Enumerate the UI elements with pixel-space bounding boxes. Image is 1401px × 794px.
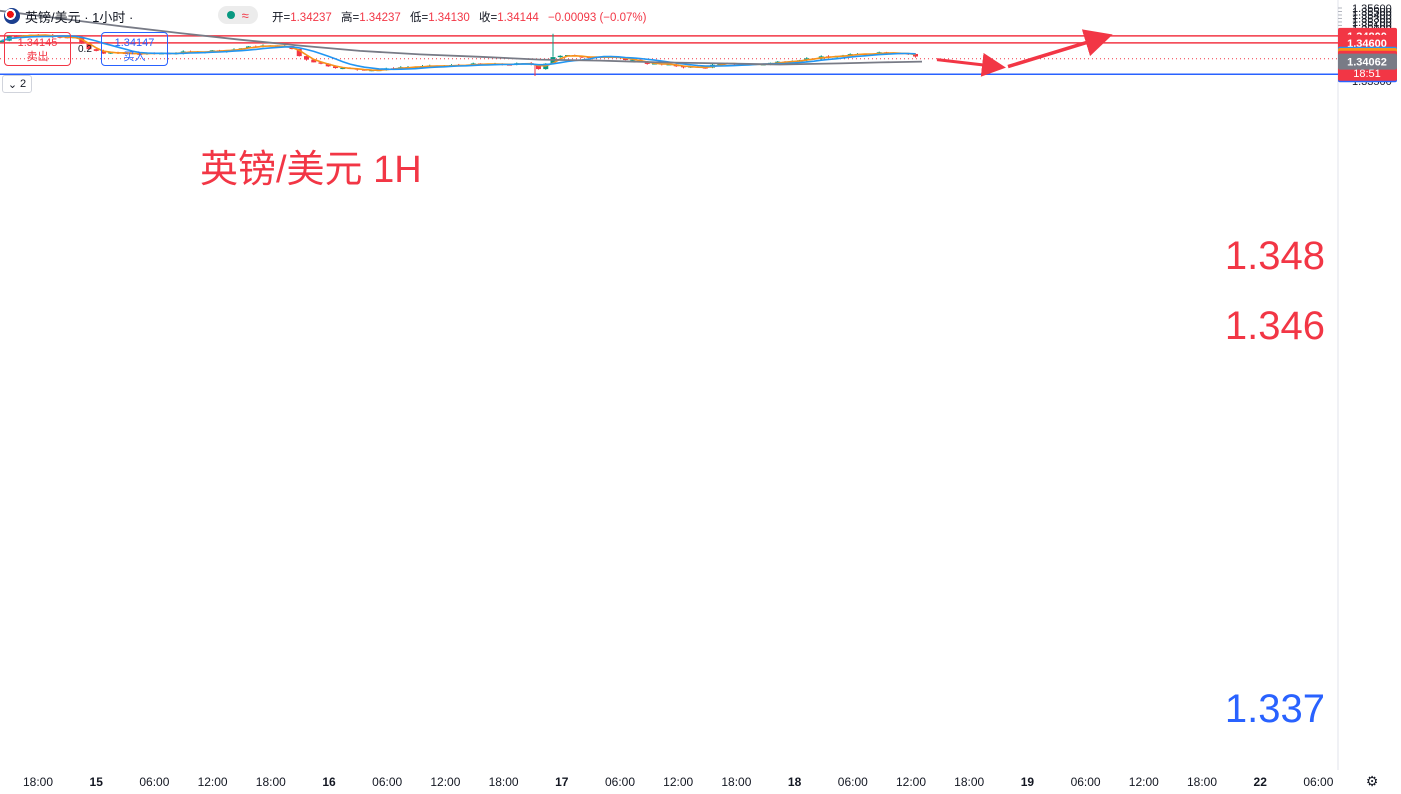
low-label: 低= bbox=[410, 12, 429, 24]
sell-label: 卖出 bbox=[26, 51, 49, 63]
forecast-arrow-up bbox=[1007, 29, 1113, 69]
x-tick-label: 18:00 bbox=[23, 775, 53, 789]
x-tick-label: 06:00 bbox=[605, 775, 635, 789]
annotation-title: 英镑/美元 1H bbox=[200, 149, 422, 191]
x-tick-label: 22 bbox=[1254, 775, 1268, 789]
x-tick-label: 18:00 bbox=[954, 775, 984, 789]
x-tick-label: 18:00 bbox=[721, 775, 751, 789]
sell-button[interactable]: 1.34145 卖出 bbox=[4, 32, 71, 66]
x-tick-label: 18:00 bbox=[1187, 775, 1217, 789]
candle-body bbox=[652, 63, 657, 65]
change-value: −0.00093 (−0.07%) bbox=[548, 12, 647, 24]
symbol-title[interactable]: 英镑/美元 · 1小时 · bbox=[25, 9, 134, 25]
price-tag bbox=[1338, 53, 1397, 70]
x-tick-label: 17 bbox=[555, 775, 569, 789]
annotation-level-1337: 1.337 bbox=[1224, 687, 1325, 731]
ohlc-readout: 开=1.34237 高=1.34237 低=1.34130 收=1.34144 … bbox=[272, 9, 652, 25]
x-tick-label: 06:00 bbox=[139, 775, 169, 789]
x-tick-label: 15 bbox=[90, 775, 104, 789]
forecast-arrow-down bbox=[936, 52, 1006, 77]
approx-icon: ≈ bbox=[241, 7, 249, 23]
x-tick-label: 18:00 bbox=[256, 775, 286, 789]
low-value: 1.34130 bbox=[428, 12, 470, 24]
y-tick-label: 1.35300 bbox=[1352, 13, 1392, 25]
x-tick-label: 12:00 bbox=[896, 775, 926, 789]
close-value: 1.34144 bbox=[497, 12, 539, 24]
high-value: 1.34237 bbox=[359, 12, 401, 24]
gear-icon[interactable]: ⚙ bbox=[1365, 773, 1379, 789]
market-status-badge[interactable]: ≈ bbox=[218, 6, 258, 24]
close-label: 收= bbox=[479, 12, 498, 24]
y-tick-label: 1.35200 bbox=[1352, 17, 1392, 29]
y-tick-label: 1.35500 bbox=[1352, 6, 1392, 18]
annotation-level-1346: 1.346 bbox=[1224, 304, 1325, 348]
candle-body bbox=[311, 59, 317, 63]
x-tick-label: 16 bbox=[322, 775, 336, 789]
x-tick-label: 06:00 bbox=[1071, 775, 1101, 789]
candle-body bbox=[101, 50, 106, 54]
candle-body bbox=[913, 53, 918, 57]
open-value: 1.34237 bbox=[290, 12, 332, 24]
x-tick-label: 18 bbox=[788, 775, 802, 789]
x-tick-label: 12:00 bbox=[198, 775, 228, 789]
x-tick-label: 12:00 bbox=[1129, 775, 1159, 789]
buy-button[interactable]: 1.34147 买入 bbox=[101, 32, 168, 66]
x-tick-label: 12:00 bbox=[430, 775, 460, 789]
open-label: 开= bbox=[272, 12, 291, 24]
x-tick-label: 19 bbox=[1021, 775, 1035, 789]
price-tag-countdown: 18:51 bbox=[1353, 68, 1381, 80]
buy-price: 1.34147 bbox=[114, 37, 155, 49]
x-tick-label: 12:00 bbox=[663, 775, 693, 789]
market-open-dot-icon bbox=[227, 11, 236, 19]
candle-body bbox=[644, 62, 650, 64]
gbp-usd-flag-icon bbox=[4, 8, 20, 24]
high-label: 高= bbox=[341, 12, 360, 24]
y-tick-label: 1.35600 bbox=[1352, 3, 1392, 15]
annotation-level-1348: 1.348 bbox=[1224, 234, 1325, 278]
buy-label: 买入 bbox=[123, 51, 146, 63]
candle-body bbox=[318, 62, 324, 64]
candle-body bbox=[333, 66, 338, 69]
candle-body bbox=[536, 64, 541, 70]
chart-header: 英镑/美元 · 1小时 · bbox=[4, 6, 133, 26]
indicators-toggle[interactable]: ⌄ 2 bbox=[2, 75, 32, 93]
candle-body bbox=[630, 59, 636, 61]
candle-body bbox=[304, 56, 309, 60]
x-tick-label: 06:00 bbox=[372, 775, 402, 789]
candle-body bbox=[0, 40, 5, 43]
candle-body bbox=[79, 37, 85, 44]
x-tick-label: 18:00 bbox=[489, 775, 519, 789]
sell-price: 1.34145 bbox=[17, 37, 58, 49]
spread-value: 0.2 bbox=[78, 44, 92, 55]
candle-body bbox=[340, 68, 346, 70]
price-tag-label: 1.34062 bbox=[1347, 57, 1387, 69]
candle-body bbox=[86, 43, 92, 50]
candle-body bbox=[296, 49, 302, 57]
candle-body bbox=[325, 63, 331, 67]
x-tick-label: 06:00 bbox=[838, 775, 868, 789]
chevron-down-icon: ⌄ bbox=[7, 78, 18, 91]
candle-body bbox=[14, 36, 19, 38]
ma-slow-line bbox=[0, 9, 923, 66]
x-tick-label: 06:00 bbox=[1303, 775, 1333, 789]
candle-body bbox=[557, 55, 563, 58]
candle-body bbox=[93, 49, 99, 51]
y-tick-label: 1.35400 bbox=[1352, 10, 1392, 22]
indicator-count: 2 bbox=[20, 78, 27, 90]
candle-body bbox=[57, 36, 63, 38]
